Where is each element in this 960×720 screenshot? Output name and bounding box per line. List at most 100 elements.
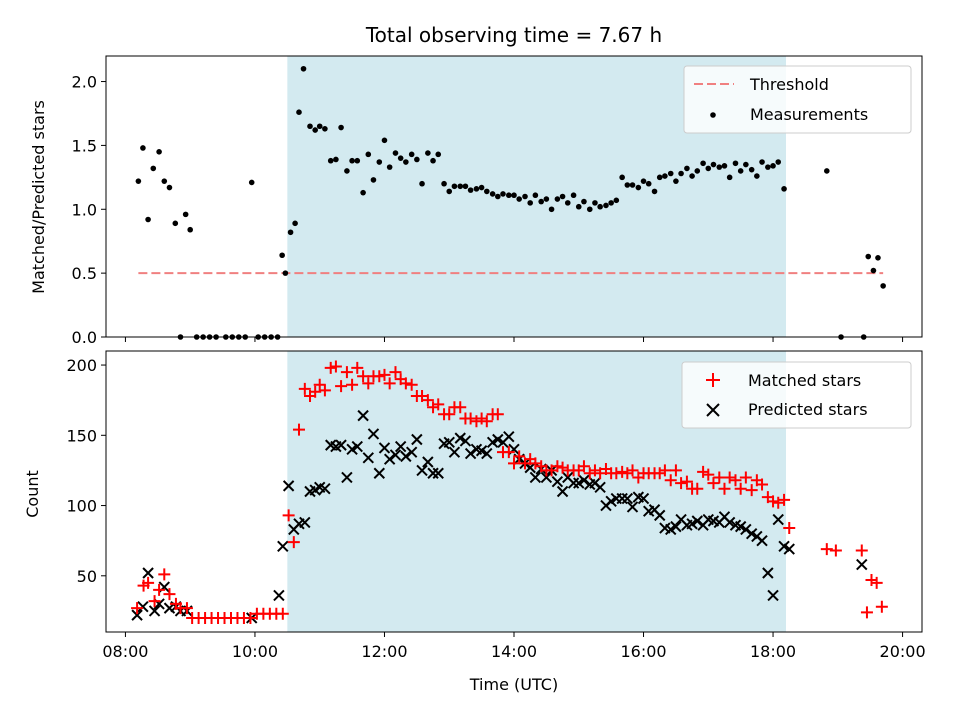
measurement-point — [316, 123, 323, 130]
measurement-point — [135, 178, 142, 184]
measurement-point — [156, 148, 162, 155]
predicted-legend-label: Predicted stars — [748, 400, 868, 419]
predicted-star-marker — [626, 501, 639, 513]
measurement-point — [484, 188, 490, 195]
measurement-point — [748, 166, 755, 173]
measurement-point — [603, 202, 609, 209]
measurement-point — [570, 192, 577, 199]
predicted-star-marker — [670, 520, 682, 533]
measurement-point — [548, 206, 555, 213]
top-axes-frame — [105, 55, 923, 338]
measurement-point — [581, 198, 587, 205]
matched-star-marker — [713, 471, 726, 484]
measurement-point — [451, 183, 458, 190]
measurement-point — [597, 203, 603, 210]
measurement-point — [300, 65, 307, 72]
measurement-point — [781, 186, 787, 192]
measurement-point — [312, 127, 318, 133]
measurement-point — [624, 182, 631, 188]
measurement-point — [870, 267, 877, 274]
x-tick-label: 14:00 — [491, 642, 537, 661]
matched-star-marker — [475, 412, 488, 425]
top-y-axis: 0.0 0.5 1.0 1.5 2.0 — [72, 73, 106, 347]
measurements-legend-label: Measurements — [750, 105, 868, 124]
chart-title: Total observing time = 7.67 h — [365, 23, 662, 47]
matched-star-marker — [616, 465, 629, 478]
matched-star-marker — [148, 595, 161, 608]
measurement-point — [559, 193, 566, 200]
matched-star-marker — [756, 478, 769, 491]
matched-star-marker — [658, 464, 671, 477]
measurement-point — [495, 193, 501, 200]
matched-star-marker — [875, 600, 888, 613]
matched-star-marker — [829, 544, 842, 557]
measurements-legend-swatch — [710, 112, 716, 118]
matched-star-marker — [287, 536, 300, 549]
threshold-legend-label: Threshold — [749, 75, 829, 94]
measurement-point — [511, 192, 517, 199]
predicted-star-marker — [351, 440, 363, 453]
predicted-star-marker — [783, 543, 795, 555]
matched-star-marker — [855, 544, 868, 557]
measurement-point — [381, 137, 388, 144]
matched-star-marker — [723, 471, 736, 484]
measurement-point — [522, 193, 528, 200]
matched-star-marker — [697, 465, 710, 478]
matched-star-marker — [276, 607, 289, 620]
predicted-star-marker — [411, 433, 423, 446]
matched-legend-label: Matched stars — [748, 371, 861, 390]
predicted-star-marker — [448, 446, 461, 458]
matched-star-marker — [551, 460, 564, 473]
measurement-point — [322, 126, 328, 132]
matched-star-marker — [346, 378, 359, 391]
measurement-point — [651, 188, 658, 195]
measurement-point — [430, 157, 436, 164]
matched-star-marker — [309, 385, 322, 398]
matched-star-marker — [421, 394, 434, 407]
predicted-star-marker — [567, 477, 580, 489]
predicted-star-marker — [594, 481, 606, 493]
matched-star-marker — [734, 482, 747, 495]
measurement-point — [349, 157, 355, 164]
measurement-point — [467, 187, 474, 193]
measurement-point — [770, 163, 776, 169]
x-tick-label: 20:00 — [880, 642, 926, 661]
measurement-point — [586, 206, 593, 213]
measurement-point — [726, 174, 733, 181]
predicted-star-marker — [691, 515, 703, 527]
measurement-point — [296, 109, 302, 115]
matched-star-marker — [163, 588, 176, 601]
matched-star-marker — [691, 482, 704, 495]
measurement-point — [354, 157, 361, 164]
x-tick-label: 10:00 — [232, 642, 278, 661]
top-panel: 0.00.51.01.52.0 Matched/Predicted stars … — [29, 55, 923, 347]
predicted-star-marker — [389, 449, 402, 461]
measurement-point — [875, 255, 881, 261]
matched-star-marker — [508, 457, 520, 470]
measurement-point — [694, 168, 701, 174]
top-y-tick-label: 1.5 — [72, 136, 97, 155]
matched-star-marker — [772, 496, 785, 509]
top-y-tick-label: 0.0 — [72, 328, 97, 347]
measurement-point — [667, 170, 674, 177]
measurement-point — [865, 253, 872, 260]
predicted-star-marker — [378, 442, 391, 454]
measurement-point — [414, 156, 420, 163]
predicted-star-marker — [273, 589, 285, 602]
predicted-star-marker — [723, 516, 736, 529]
measurement-point — [145, 216, 151, 223]
bottom-y-tick-label: 200 — [66, 356, 97, 375]
matched-star-marker — [653, 467, 666, 480]
measurement-point — [327, 157, 334, 164]
predicted-star-marker — [394, 440, 407, 453]
predicted-star-marker — [503, 430, 515, 443]
measurement-point — [775, 159, 782, 165]
measurement-point — [344, 168, 350, 174]
measurement-point — [446, 188, 453, 195]
x-tick-label: 16:00 — [620, 642, 666, 661]
bottom-legend: Matched stars Predicted stars — [681, 361, 912, 429]
predicted-star-marker — [637, 492, 650, 505]
matched-star-marker — [180, 602, 193, 615]
measurement-point — [408, 151, 415, 158]
measurement-point — [700, 160, 706, 167]
